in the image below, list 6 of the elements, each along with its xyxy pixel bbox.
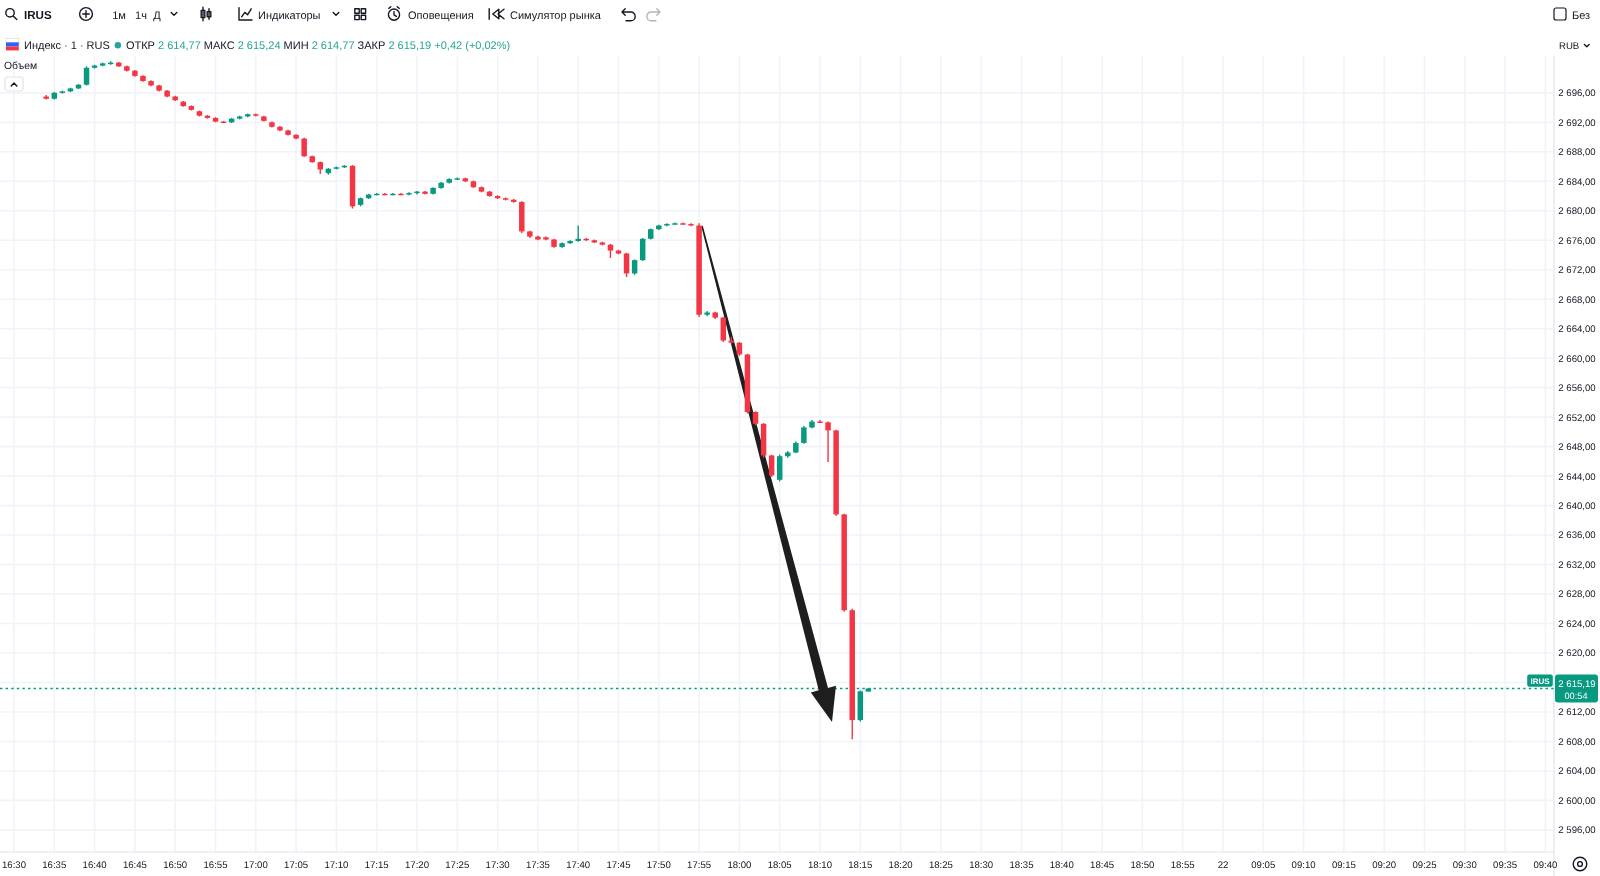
candlestick	[301, 137, 307, 158]
candlestick	[825, 420, 831, 463]
candlestick	[349, 164, 356, 210]
candlestick	[519, 200, 525, 234]
candlestick	[639, 237, 646, 262]
candlestick	[776, 454, 783, 482]
